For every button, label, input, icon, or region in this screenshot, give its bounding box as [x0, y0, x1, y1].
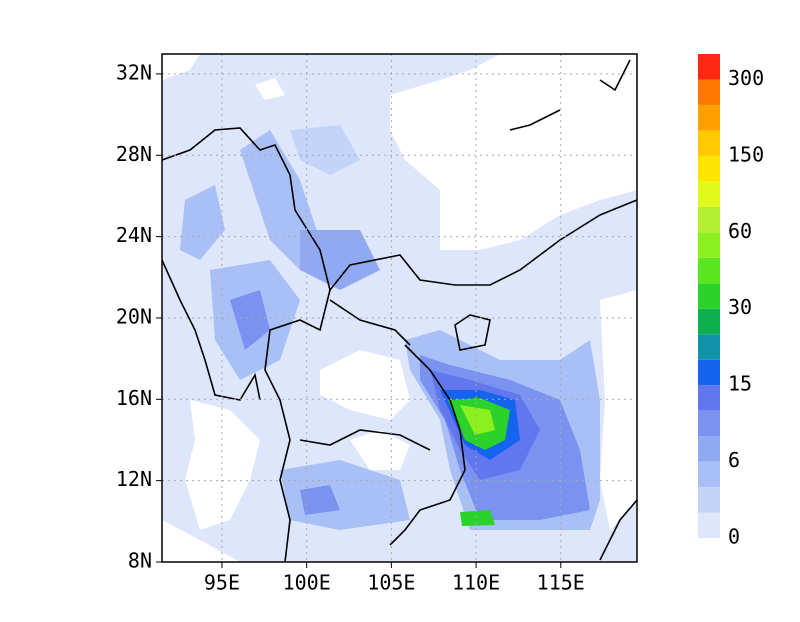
coastline — [329, 199, 637, 291]
y-tick-label: 32N — [116, 60, 152, 84]
colorbar-box — [698, 257, 720, 284]
colorbar-box — [698, 487, 720, 513]
axes: 95E 100E 105E 110E 115E 8N 12N 16N 20N 24N 28N 32N — [116, 60, 585, 594]
dry-region — [162, 54, 200, 80]
colorbar-box — [698, 410, 720, 437]
rain-patch — [460, 405, 495, 435]
colorbar: 0 6 15 30 60 150 300 — [698, 54, 764, 549]
x-tick-label: 115E — [537, 571, 585, 595]
y-tick-label: 20N — [116, 304, 152, 328]
colorbar-box — [698, 308, 720, 335]
colorbar-box — [698, 436, 720, 462]
y-tick-label: 8N — [128, 549, 152, 573]
colorbar-box — [698, 155, 720, 182]
dry-region — [185, 400, 260, 530]
map-frame — [161, 53, 638, 563]
rain-patch — [300, 485, 340, 515]
dry-region — [600, 290, 637, 530]
dry-region — [350, 430, 410, 470]
colorbar-label: 15 — [728, 372, 752, 396]
coastline — [162, 259, 261, 401]
rain-patch — [290, 125, 360, 175]
island — [454, 314, 491, 351]
x-tick-label: 95E — [204, 571, 240, 595]
colorbar-box — [698, 461, 720, 488]
map-field — [162, 54, 637, 562]
x-tick-label: 110E — [452, 571, 500, 595]
x-tick-label: 105E — [367, 571, 415, 595]
colorbar-label: 30 — [728, 295, 752, 319]
rain-patch — [460, 510, 495, 526]
colorbar-box — [698, 385, 720, 411]
colorbar-label: 150 — [728, 142, 764, 166]
y-tick-label: 12N — [116, 467, 152, 491]
dry-region — [255, 78, 285, 100]
dry-region — [320, 350, 410, 420]
colorbar-box — [698, 181, 720, 207]
colorbar-box — [698, 334, 720, 360]
colorbar-label: 300 — [728, 66, 764, 90]
x-tick-label: 100E — [283, 571, 331, 595]
colorbar-box — [698, 232, 720, 258]
colorbar-box — [698, 512, 720, 538]
colorbar-box — [698, 54, 720, 80]
colorbar-box — [698, 359, 720, 386]
y-tick-label: 28N — [116, 142, 152, 166]
colorbar-box — [698, 104, 720, 131]
colorbar-label: 6 — [728, 448, 740, 472]
colorbar-box — [698, 206, 720, 233]
dry-region — [390, 54, 637, 250]
colorbar-box — [698, 79, 720, 105]
dry-region — [162, 520, 240, 562]
rain-patch — [180, 185, 225, 260]
y-tick-label: 24N — [116, 223, 152, 247]
rain-patch — [230, 290, 270, 350]
rain-patch — [300, 230, 380, 290]
coastline — [509, 59, 631, 131]
border — [299, 299, 431, 451]
colorbar-label: 60 — [728, 219, 752, 243]
coastline — [599, 499, 637, 561]
coastline — [389, 344, 466, 546]
y-tick-label: 16N — [116, 386, 152, 410]
colorbar-label: 0 — [728, 525, 740, 549]
colorbar-box — [698, 130, 720, 156]
colorbar-box — [698, 283, 720, 309]
